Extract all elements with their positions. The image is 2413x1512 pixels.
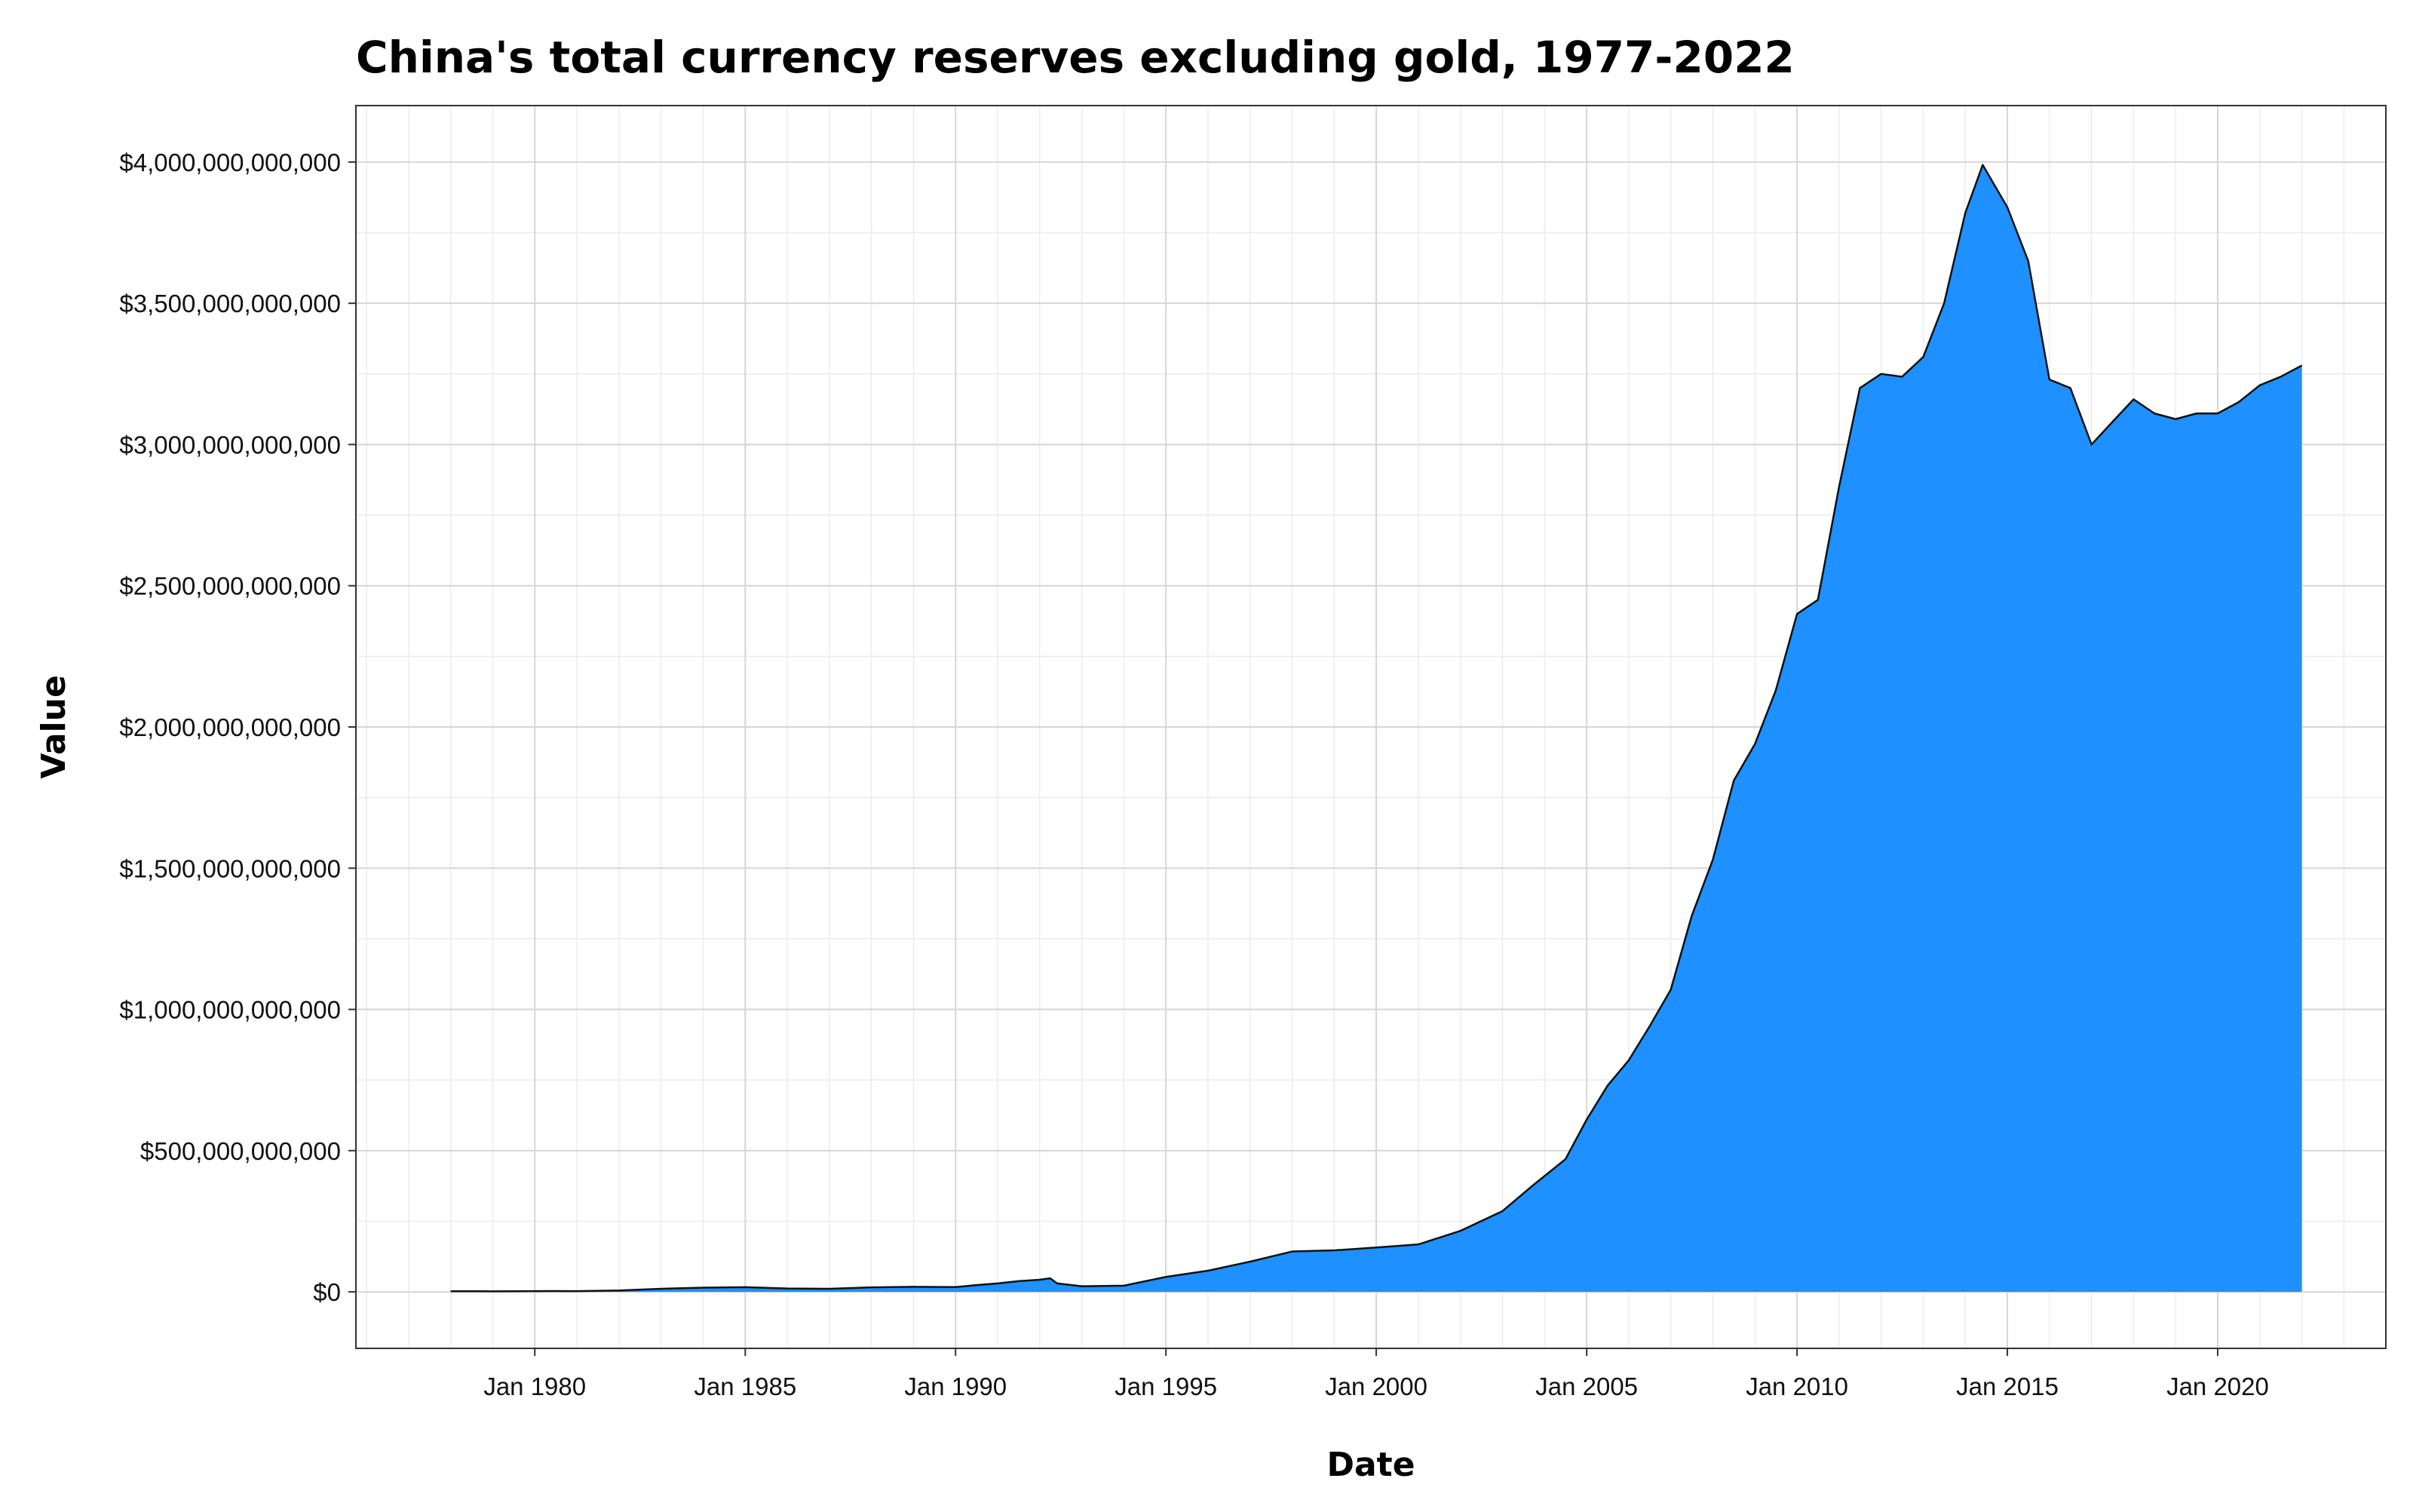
x-tick-label: Jan 1990 bbox=[904, 1372, 1007, 1400]
y-tick-label: $3,000,000,000,000 bbox=[119, 431, 341, 459]
y-tick-label: $2,000,000,000,000 bbox=[119, 713, 341, 741]
y-axis-title: Value bbox=[35, 675, 73, 779]
y-tick-label: $500,000,000,000 bbox=[140, 1137, 341, 1165]
x-tick-label: Jan 2000 bbox=[1325, 1372, 1427, 1400]
x-axis-title: Date bbox=[1326, 1446, 1415, 1484]
chart-title: China's total currency reserves excludin… bbox=[356, 32, 1795, 83]
y-tick-label: $1,500,000,000,000 bbox=[119, 854, 341, 882]
x-tick-label: Jan 1980 bbox=[483, 1372, 586, 1400]
y-tick-label: $1,000,000,000,000 bbox=[119, 996, 341, 1024]
x-tick-label: Jan 2015 bbox=[1956, 1372, 2059, 1400]
x-tick-label: Jan 2005 bbox=[1535, 1372, 1638, 1400]
x-tick-label: Jan 2020 bbox=[2166, 1372, 2269, 1400]
y-tick-label: $0 bbox=[313, 1278, 341, 1306]
y-tick-label: $2,500,000,000,000 bbox=[119, 572, 341, 600]
x-tick-label: Jan 1995 bbox=[1115, 1372, 1217, 1400]
y-tick-label: $3,500,000,000,000 bbox=[119, 290, 341, 317]
x-tick-label: Jan 1985 bbox=[694, 1372, 796, 1400]
x-tick-label: Jan 2010 bbox=[1746, 1372, 1848, 1400]
y-tick-label: $4,000,000,000,000 bbox=[119, 149, 341, 176]
